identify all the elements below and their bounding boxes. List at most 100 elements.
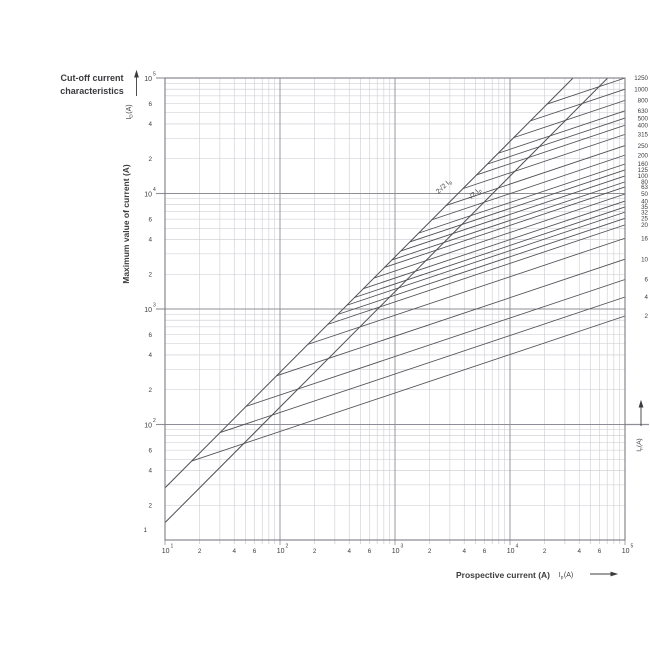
curve-rating-label-20: 20 [641, 222, 648, 229]
curve-in-500 [487, 117, 626, 165]
y-minor-label: 4 [148, 468, 152, 475]
curve-in-4 [219, 296, 626, 433]
curve-in-800 [513, 99, 626, 139]
curve-in-250 [446, 145, 626, 206]
curve-in-1000 [530, 88, 626, 122]
right-axis-arrow-icon [638, 399, 644, 426]
y-decade-label: 10 [144, 423, 152, 430]
y-minor-label: 6 [148, 332, 152, 339]
y-decade-exponent: 5 [153, 72, 156, 78]
chart-title-line1: Cut-off current [60, 73, 124, 83]
curve-in-25 [337, 217, 626, 315]
y-minor-label: 6 [148, 101, 152, 108]
reference-lines: 2√2 Ip√2 Ip [164, 77, 609, 523]
y-bottom-label: 1 [143, 527, 147, 534]
symmetrical-peak-line [164, 77, 609, 523]
y-minor-label: 6 [148, 447, 152, 454]
x-decade-label: 10 [622, 548, 630, 555]
curve-rating-label-1250: 1250 [634, 75, 648, 82]
curve-in-10 [276, 258, 626, 377]
y-decade-exponent: 2 [153, 418, 156, 424]
x-decade-label: 10 [392, 548, 400, 555]
x-decade-exponent: 3 [401, 544, 404, 550]
plot-border [164, 77, 626, 541]
y-axis-symbol-group: ID(A) [126, 104, 135, 119]
grid-decade-lines [165, 78, 625, 540]
curve-rating-label-2: 2 [645, 313, 649, 320]
x-decade-exponent: 4 [516, 544, 519, 550]
curve-rating-label-400: 400 [638, 122, 649, 129]
curve-rating-label-125: 125 [638, 167, 649, 174]
x-minor-label: 4 [577, 548, 581, 555]
right-axis-symbol: In(A) [636, 438, 643, 451]
curve-in-63 [384, 186, 626, 268]
curve-rating-label-100: 100 [638, 173, 649, 180]
x-minor-label: 6 [598, 548, 602, 555]
y-axis-arrow-icon [134, 69, 139, 96]
x-minor-label: 2 [428, 548, 432, 555]
x-axis-title: Prospective current (A) [456, 570, 550, 580]
y-minor-label: 2 [148, 387, 152, 394]
axis-labels: 1250100080063050040031525020016012510080… [121, 69, 649, 581]
curve-rating-label-40: 40 [641, 198, 648, 205]
curve-in-16 [307, 237, 626, 345]
curve-rating-label-32: 32 [641, 209, 648, 216]
curve-in-125 [409, 169, 626, 243]
curve-in-50 [373, 193, 626, 279]
curve-rating-label-800: 800 [638, 98, 649, 105]
x-decade-exponent: 2 [286, 544, 289, 550]
x-decade-label: 10 [507, 548, 515, 555]
asymmetrical-peak-line [164, 77, 574, 489]
x-minor-label: 4 [462, 548, 466, 555]
x-minor-label: 2 [198, 548, 202, 555]
curve-rating-label-80: 80 [641, 179, 648, 186]
curve-rating-label-315: 315 [638, 132, 649, 139]
x-decade-exponent: 1 [171, 544, 174, 550]
curve-in-100 [400, 175, 626, 252]
right-axis-arrow-icon-head [638, 399, 644, 408]
x-minor-label: 2 [543, 548, 547, 555]
y-decade-exponent: 3 [153, 303, 156, 309]
curve-rating-label-160: 160 [638, 161, 649, 168]
x-minor-label: 4 [347, 548, 351, 555]
curve-rating-label-200: 200 [638, 152, 649, 159]
curve-rating-label-10: 10 [641, 256, 648, 263]
y-minor-label: 4 [148, 352, 152, 359]
curve-rating-label-35: 35 [641, 204, 648, 211]
curve-rating-label-50: 50 [641, 191, 648, 198]
y-decade-label: 10 [144, 76, 152, 83]
x-minor-label: 6 [368, 548, 372, 555]
curve-rating-label-500: 500 [638, 115, 649, 122]
curve-rating-label-25: 25 [641, 215, 648, 222]
curve-in-315 [462, 133, 626, 190]
y-axis-arrow-icon-head [134, 69, 139, 78]
x-minor-label: 2 [313, 548, 317, 555]
curve-rating-label-6: 6 [645, 277, 649, 284]
rating-curves [191, 77, 626, 462]
chart-title-line2: characteristics [60, 86, 124, 96]
curve-in-400 [476, 124, 626, 176]
x-axis-arrow-icon [590, 571, 619, 577]
y-minor-label: 2 [148, 156, 152, 163]
curve-in-2 [191, 315, 626, 462]
curve-in-160 [418, 163, 626, 234]
curve-in-35 [354, 206, 626, 298]
curve-rating-label-16: 16 [641, 235, 648, 242]
y-axis-title: Maximum value of current (A) [121, 164, 131, 284]
chart-title: Cut-off current characteristics [36, 72, 148, 98]
x-minor-label: 6 [253, 548, 257, 555]
curve-rating-label-1000: 1000 [634, 86, 648, 93]
y-minor-label: 4 [148, 121, 152, 128]
y-minor-label: 2 [148, 502, 152, 509]
curve-in-6 [246, 279, 626, 407]
curve-rating-label-250: 250 [638, 143, 649, 150]
x-decade-label: 10 [277, 548, 285, 555]
curve-in-20 [327, 224, 626, 325]
y-minor-label: 4 [148, 237, 152, 244]
curve-in-32 [346, 211, 626, 306]
y-minor-label: 2 [148, 271, 152, 278]
x-axis-symbol: Ip(A) [559, 572, 574, 581]
y-decade-label: 10 [144, 192, 152, 199]
axis-ticks [156, 77, 649, 545]
